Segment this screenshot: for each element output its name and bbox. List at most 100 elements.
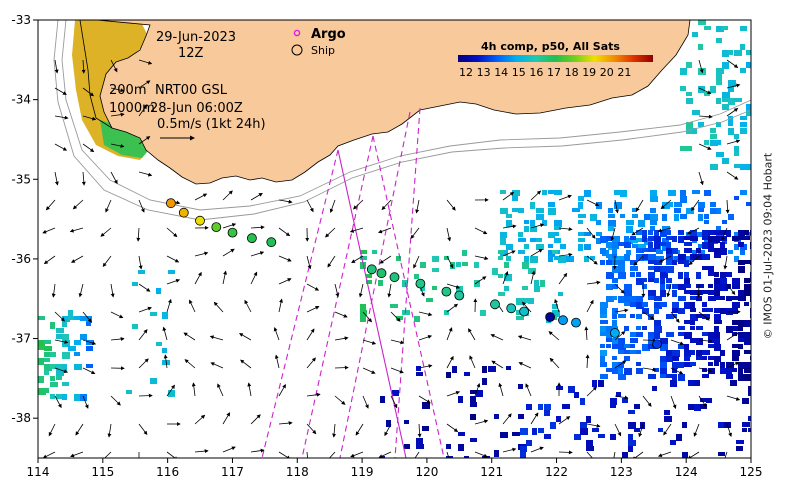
sst-pixel: [608, 220, 616, 227]
colorbar-tick-label: 14: [494, 66, 508, 79]
sst-pixel: [742, 422, 750, 427]
sst-pixel: [714, 356, 721, 362]
current-vector: [726, 395, 741, 401]
x-tick-label: 124: [675, 465, 698, 479]
sst-pixel: [738, 374, 744, 381]
sst-pixel: [636, 314, 642, 319]
current-vector: [726, 59, 739, 68]
sst-pixel: [422, 426, 429, 431]
colorbar-tick-label: 16: [529, 66, 543, 79]
sst-pixel: [738, 266, 745, 273]
sst-pixel: [728, 50, 733, 55]
current-vector: [213, 301, 224, 313]
sst-pixel: [590, 256, 595, 260]
sst-pixel: [554, 220, 562, 227]
sst-pixel: [62, 394, 67, 400]
sst-pixel: [666, 260, 673, 265]
sst-pixel: [414, 316, 420, 322]
sst-pixel: [500, 208, 508, 214]
sst-pixel: [742, 428, 747, 432]
sst-pixel: [714, 332, 720, 338]
sst-pixel: [678, 260, 684, 264]
sst-pixel: [686, 128, 692, 134]
current-vector: [138, 423, 148, 436]
sst-pixel: [126, 390, 132, 394]
sst-pixel: [38, 376, 44, 383]
colorbar-tick-label: 13: [477, 66, 491, 79]
ship-legend-marker: [291, 44, 303, 56]
sst-pixel: [738, 230, 745, 236]
sst-pixel: [542, 190, 547, 195]
sst-pixel: [690, 290, 696, 295]
current-vector: [334, 365, 349, 370]
sst-pixel: [600, 308, 607, 314]
sst-pixel: [456, 286, 463, 292]
sst-pixel: [492, 268, 498, 275]
sst-pixel: [80, 316, 88, 321]
sst-pixel: [720, 248, 727, 255]
current-vector: [614, 308, 629, 313]
sst-pixel: [474, 262, 479, 268]
sst-pixel: [746, 110, 751, 116]
current-vector: [586, 227, 596, 239]
sst-pixel: [702, 356, 707, 360]
sst-pixel: [596, 202, 602, 209]
sst-pixel: [690, 338, 696, 343]
sst-pixel: [684, 320, 690, 324]
y-tick-label: -33: [11, 13, 31, 27]
current-vector: [491, 360, 504, 369]
current-vector: [166, 255, 180, 263]
sst-pixel: [744, 362, 751, 369]
ship-sst-point: [246, 233, 257, 244]
sst-pixel: [692, 32, 698, 37]
current-vector: [585, 354, 590, 369]
satellite-track-f: [394, 107, 421, 458]
sst-pixel: [610, 398, 617, 405]
sst-pixel: [728, 98, 735, 105]
sst-pixel: [694, 404, 701, 411]
ship-sst-point: [376, 268, 387, 279]
current-vector: [191, 382, 196, 397]
current-vector: [641, 283, 646, 298]
sst-pixel: [534, 286, 540, 292]
current-vector: [446, 199, 456, 211]
sst-pixel: [648, 332, 656, 339]
sst-pixel: [574, 392, 579, 398]
current-vector: [446, 355, 454, 369]
sst-pixel: [738, 236, 744, 240]
current-vector: [530, 248, 543, 257]
current-vector: [418, 395, 431, 404]
sst-pixel: [360, 304, 366, 311]
current-vector: [81, 59, 86, 74]
current-vector: [610, 227, 616, 242]
current-vector: [136, 227, 141, 242]
sst-pixel: [654, 260, 662, 265]
current-vector: [502, 271, 509, 285]
current-vector: [670, 311, 680, 323]
sst-pixel: [512, 190, 520, 196]
current-vector: [387, 283, 392, 298]
sst-pixel: [630, 350, 638, 354]
sst-pixel: [696, 350, 702, 356]
sst-pixel: [672, 284, 680, 289]
sst-pixel: [648, 278, 656, 282]
sst-pixel: [612, 248, 617, 255]
current-vector: [614, 330, 626, 341]
sst-pixel: [616, 392, 621, 397]
sst-pixel: [708, 290, 715, 295]
sst-pixel: [638, 220, 645, 227]
current-vector: [558, 450, 573, 455]
sst-pixel: [726, 368, 732, 375]
current-vector: [686, 227, 700, 235]
current-vector: [54, 395, 62, 409]
sst-pixel: [702, 374, 709, 378]
sst-pixel: [672, 302, 679, 309]
current-vector: [446, 227, 452, 242]
sst-pixel: [516, 298, 523, 305]
current-vector: [614, 360, 627, 369]
sst-pixel: [632, 214, 638, 218]
current-vector: [110, 171, 118, 185]
sst-pixel: [612, 314, 617, 319]
sst-pixel: [392, 390, 399, 396]
current-vector: [418, 364, 433, 369]
